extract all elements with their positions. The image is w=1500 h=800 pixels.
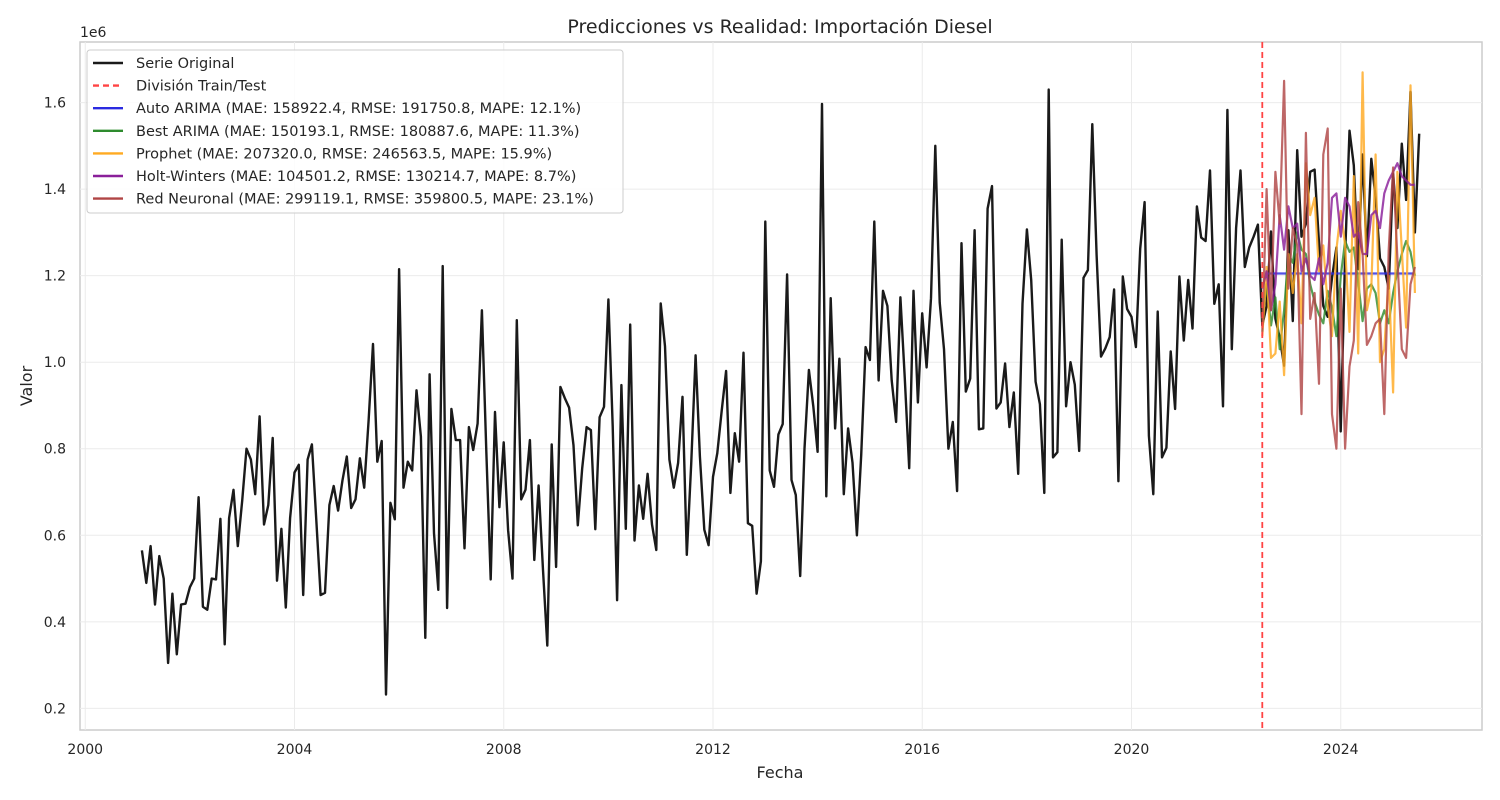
legend-label-serie-original: Serie Original — [136, 56, 234, 72]
x-tick-label: 2004 — [277, 742, 313, 758]
x-axis-label: Fecha — [757, 763, 804, 782]
y-tick-label: 1.0 — [44, 355, 66, 371]
series-line-red-neuronal — [1261, 79, 1416, 450]
x-tick-label: 2020 — [1114, 742, 1150, 758]
series-line-serie-original — [140, 88, 1421, 696]
legend-label-red-neuronal: Red Neuronal (MAE: 299119.1, RMSE: 35980… — [136, 192, 594, 208]
x-tick-label: 2012 — [695, 742, 731, 758]
legend-items: Serie Original División Train/Test Auto AR… — [93, 56, 594, 208]
y-tick-label: 1.4 — [44, 182, 66, 198]
chart-title: Predicciones vs Realidad: Importación Di… — [567, 16, 992, 38]
y-tick-label: 0.4 — [44, 615, 66, 631]
y-tick-label: 0.8 — [44, 442, 66, 458]
legend-label-auto-arima: Auto ARIMA (MAE: 158922.4, RMSE: 191750.… — [136, 101, 581, 117]
y-tick-label: 0.2 — [44, 701, 66, 717]
y-offset-label: 1e6 — [80, 25, 107, 41]
legend: Serie Original División Train/Test Auto AR… — [86, 49, 624, 214]
y-axis-label: Valor — [17, 365, 36, 406]
legend-box — [86, 49, 624, 214]
x-tick-label: 2016 — [904, 742, 940, 758]
legend-label-holt-winters: Holt-Winters (MAE: 104501.2, RMSE: 13021… — [136, 169, 576, 185]
y-tick-label: 1.2 — [44, 269, 66, 285]
ticks: 2000 2004 2008 2012 2016 2020 2024 0.2 0.4 0.6 0.8… — [44, 96, 1359, 758]
y-tick-label: 1.6 — [44, 96, 66, 112]
legend-label-divisi-n-train-test: División Train/Test — [136, 79, 267, 95]
x-tick-label: 2000 — [67, 742, 103, 758]
x-tick-label: 2008 — [486, 742, 522, 758]
legend-label-prophet: Prophet (MAE: 207320.0, RMSE: 246563.5, … — [136, 146, 552, 162]
legend-label-best-arima: Best ARIMA (MAE: 150193.1, RMSE: 180887.… — [136, 124, 580, 140]
y-tick-label: 0.6 — [44, 528, 66, 544]
x-tick-label: 2024 — [1323, 742, 1359, 758]
series-layer — [140, 42, 1421, 730]
